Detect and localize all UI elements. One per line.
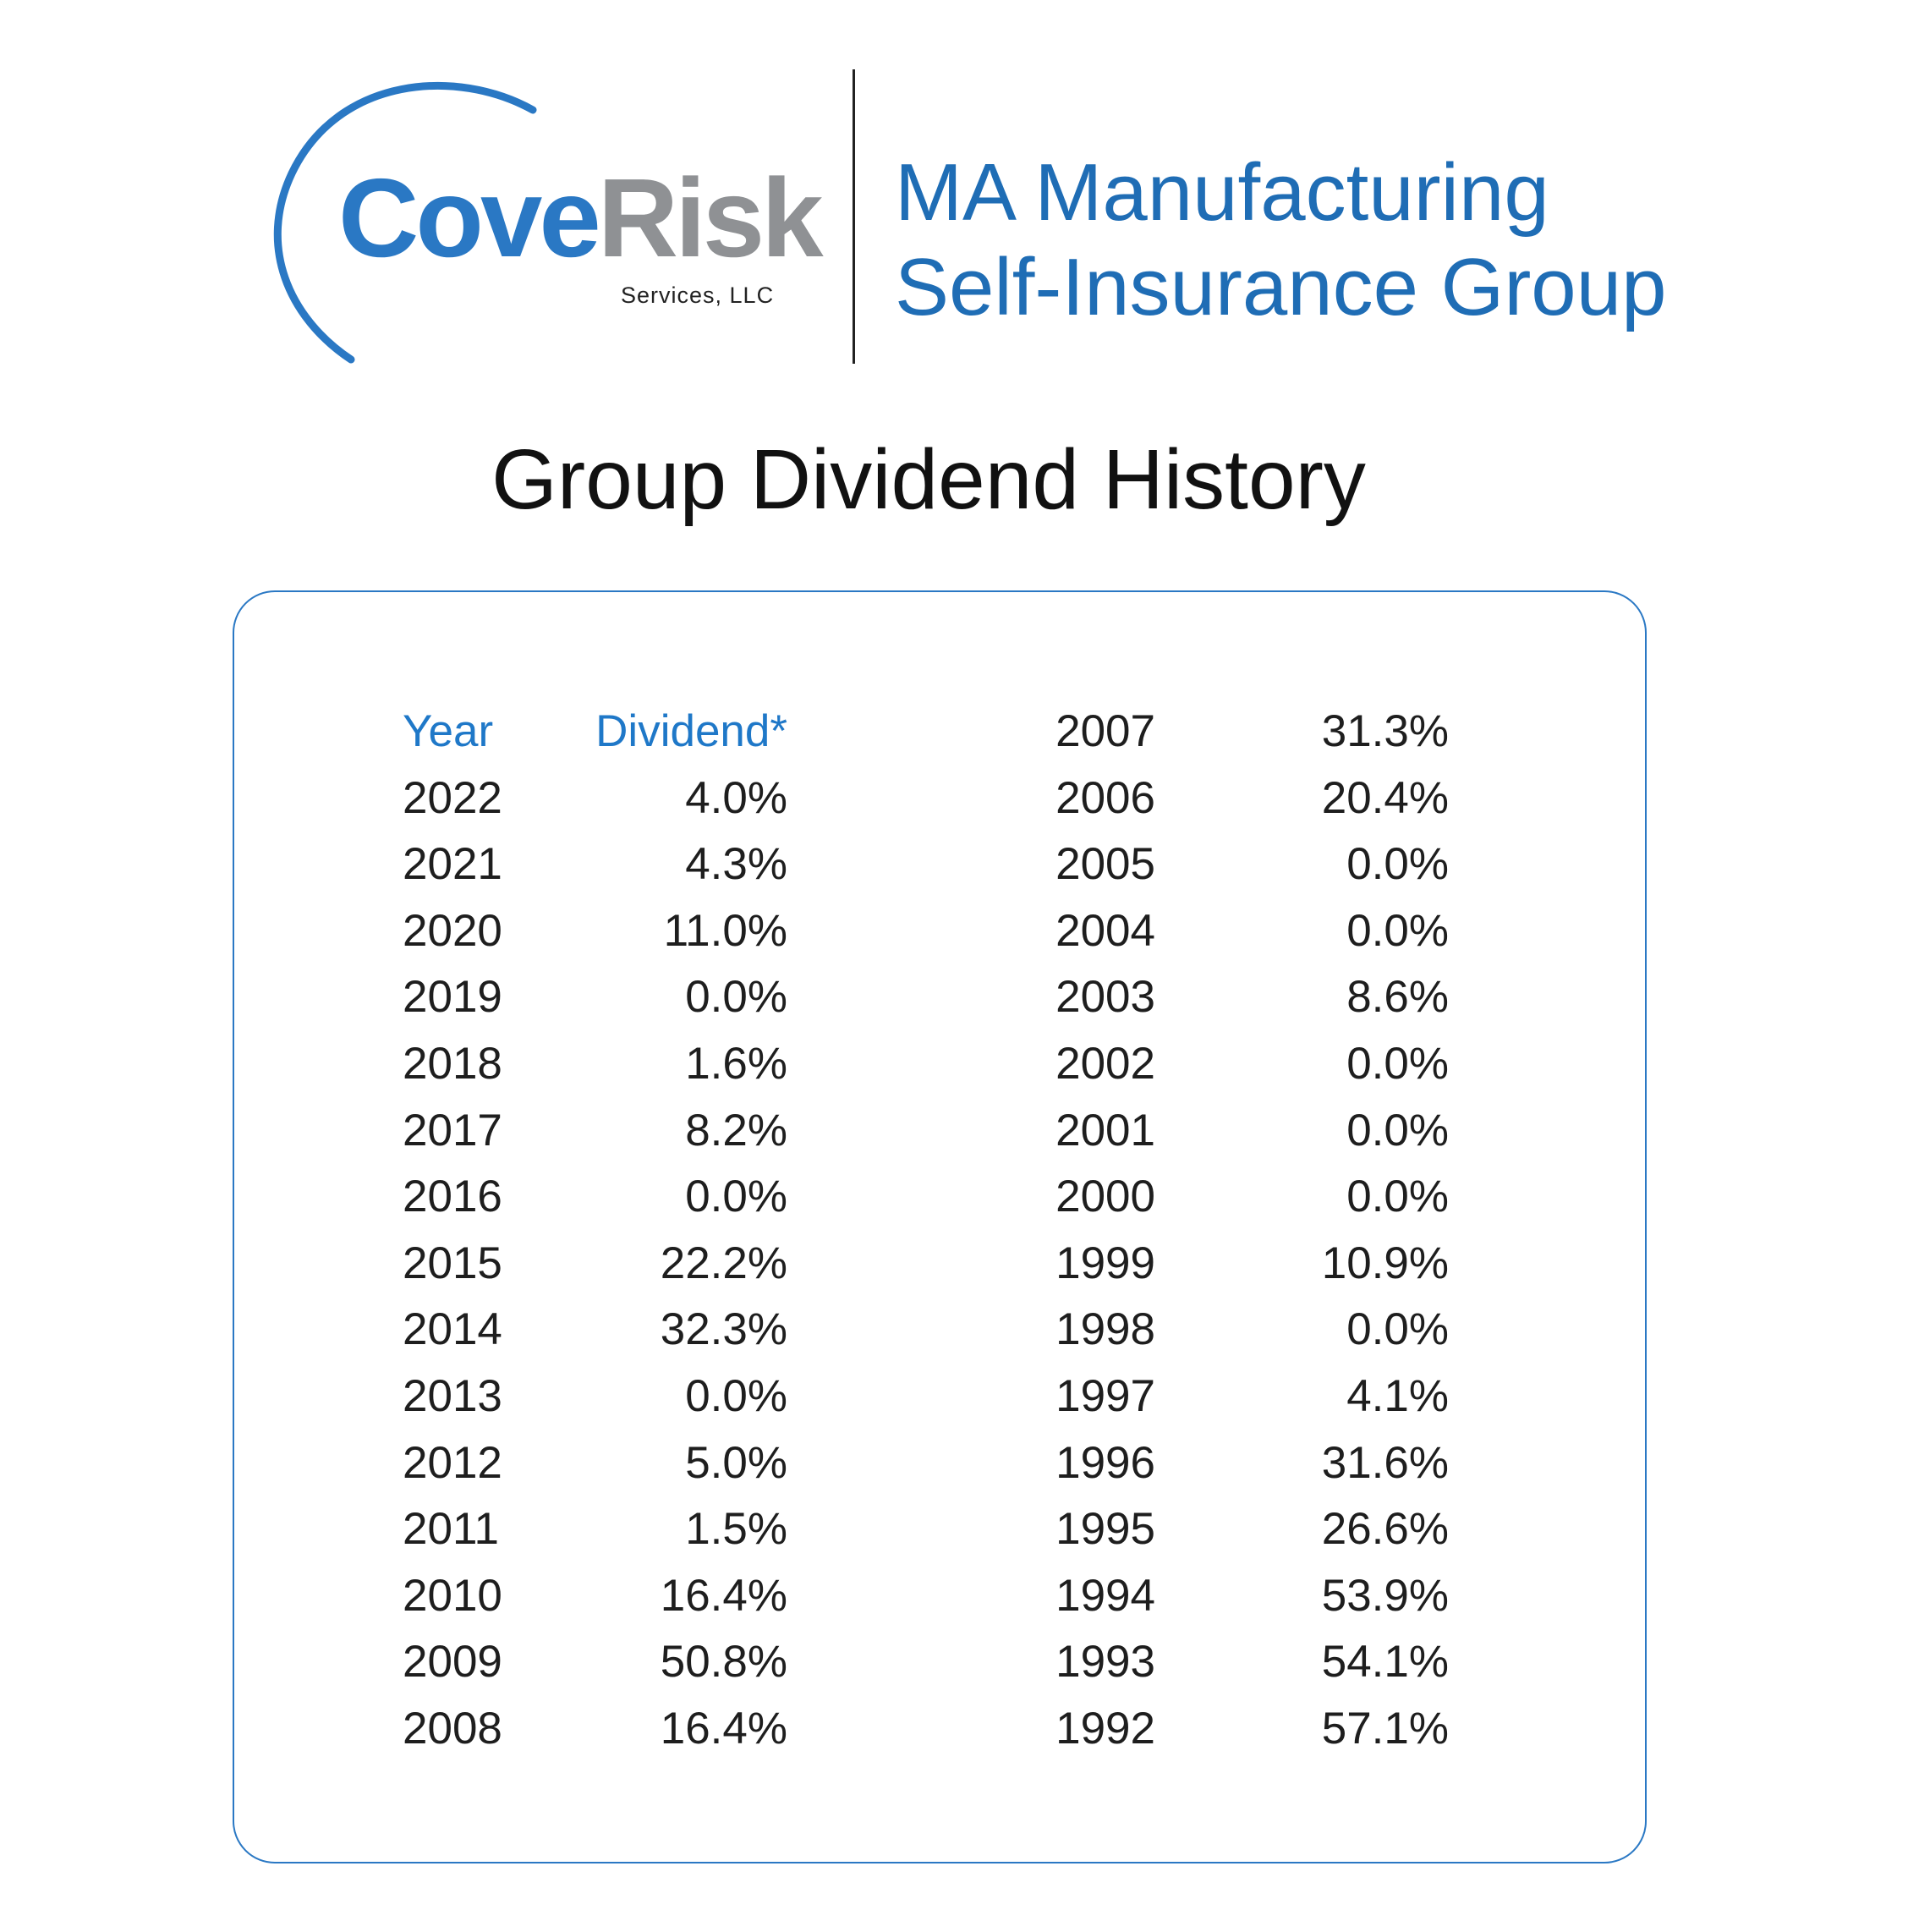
year-cell: 2004	[1055, 905, 1155, 956]
year-cell: 2017	[403, 1105, 502, 1155]
year-cell: 2001	[1055, 1105, 1155, 1155]
year-cell: 1993	[1055, 1637, 1155, 1688]
year-cell: 2005	[1055, 839, 1155, 890]
dividend-cell: 50.8%	[660, 1637, 787, 1688]
dividend-cell: 1.6%	[685, 1039, 787, 1089]
dividend-cell: 5.0%	[685, 1437, 787, 1488]
dividend-cell: 0.0%	[1346, 1172, 1449, 1222]
year-cell: 1998	[1055, 1304, 1155, 1355]
year-cell: 1992	[1055, 1704, 1155, 1754]
dividend-cell: 0.0%	[1346, 839, 1449, 890]
logo-subtitle: Services, LLC	[621, 283, 775, 308]
year-cell: 2000	[1055, 1172, 1155, 1222]
logo-wordmark: CoveRisk	[338, 162, 824, 274]
year-cell: 1996	[1055, 1437, 1155, 1488]
group-name-line2: Self-Insurance Group	[895, 242, 1667, 332]
dividend-cell: 0.0%	[1346, 905, 1449, 956]
dividend-cell: 16.4%	[660, 1704, 787, 1754]
dividend-cell: 11.0%	[663, 905, 787, 956]
group-name: MA Manufacturing Self-Insurance Group	[895, 145, 1666, 335]
year-cell: 2014	[403, 1304, 502, 1355]
year-cell: 2007	[1055, 706, 1155, 756]
page-title: Group Dividend History	[491, 432, 1366, 527]
year-cell: 2006	[1055, 772, 1155, 823]
dividend-cell: 4.3%	[685, 839, 787, 890]
dividend-cell: 31.6%	[1321, 1437, 1449, 1488]
year-cell: 2015	[403, 1238, 502, 1288]
year-cell: 1994	[1055, 1570, 1155, 1621]
dividend-cell: 8.2%	[685, 1105, 787, 1155]
dividend-cell: 0.0%	[1346, 1304, 1449, 1355]
dividend-cell: 26.6%	[1321, 1504, 1449, 1555]
year-cell: 2011	[403, 1504, 499, 1555]
year-cell: 1999	[1055, 1238, 1155, 1288]
dividend-cell: 0.0%	[685, 1371, 787, 1421]
header-divider	[853, 69, 855, 364]
year-cell: 2022	[403, 772, 502, 823]
year-cell: 1995	[1055, 1504, 1155, 1555]
table-frame	[233, 590, 1647, 1863]
dividend-cell: 31.3%	[1321, 706, 1449, 756]
year-cell: 1997	[1055, 1371, 1155, 1421]
dividend-cell: 54.1%	[1321, 1637, 1449, 1688]
dividend-cell: 8.6%	[1346, 972, 1449, 1023]
year-cell: 2002	[1055, 1039, 1155, 1089]
year-cell: 2021	[403, 839, 502, 890]
year-cell: 2003	[1055, 972, 1155, 1023]
year-cell: 2012	[403, 1437, 502, 1488]
group-name-line1: MA Manufacturing	[895, 147, 1549, 238]
dividend-cell: 4.0%	[685, 772, 787, 823]
year-cell: 2009	[403, 1637, 502, 1688]
dividend-cell: 22.2%	[660, 1238, 787, 1288]
dividend-cell: 0.0%	[1346, 1105, 1449, 1155]
dividend-cell: 32.3%	[660, 1304, 787, 1355]
dividend-cell: 20.4%	[1321, 772, 1449, 823]
dividend-cell: 0.0%	[685, 972, 787, 1023]
logo-arc-icon	[273, 81, 537, 364]
year-cell: 2019	[403, 972, 502, 1023]
year-cell: 2013	[403, 1371, 502, 1421]
dividend-cell: 10.9%	[1321, 1238, 1449, 1288]
dividend-cell: 0.0%	[685, 1172, 787, 1222]
year-cell: 2020	[403, 905, 502, 956]
column-header-year: Year	[403, 706, 494, 756]
logo-cove: Cove	[338, 156, 601, 280]
dividend-cell: 1.5%	[685, 1504, 787, 1555]
year-cell: 2018	[403, 1039, 502, 1089]
year-cell: 2010	[403, 1570, 502, 1621]
dividend-cell: 4.1%	[1346, 1371, 1449, 1421]
year-cell: 2016	[403, 1172, 502, 1222]
dividend-cell: 0.0%	[1346, 1039, 1449, 1089]
dividend-cell: 53.9%	[1321, 1570, 1449, 1621]
logo-risk: Risk	[597, 156, 824, 280]
dividend-cell: 16.4%	[660, 1570, 787, 1621]
dividend-cell: 57.1%	[1321, 1704, 1449, 1754]
column-header-dividend: Dividend*	[595, 706, 787, 756]
year-cell: 2008	[403, 1704, 502, 1754]
